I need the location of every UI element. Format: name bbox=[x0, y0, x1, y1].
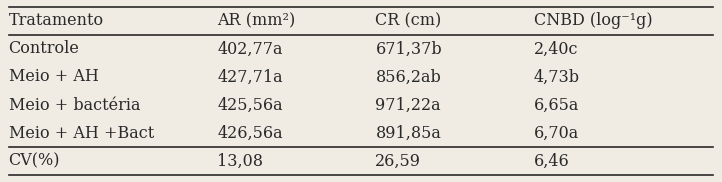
Text: 6,65a: 6,65a bbox=[534, 96, 579, 114]
Text: Meio + AH +Bact: Meio + AH +Bact bbox=[9, 125, 154, 142]
Text: 426,56a: 426,56a bbox=[217, 125, 283, 142]
Text: 402,77a: 402,77a bbox=[217, 40, 282, 57]
Text: 971,22a: 971,22a bbox=[375, 96, 441, 114]
Text: 13,08: 13,08 bbox=[217, 153, 263, 170]
Text: CR (cm): CR (cm) bbox=[375, 12, 442, 29]
Text: 4,73b: 4,73b bbox=[534, 68, 580, 86]
Text: Controle: Controle bbox=[9, 40, 79, 57]
Text: AR (mm²): AR (mm²) bbox=[217, 12, 295, 29]
Text: Tratamento: Tratamento bbox=[9, 12, 104, 29]
Text: 2,40c: 2,40c bbox=[534, 40, 578, 57]
Text: 427,71a: 427,71a bbox=[217, 68, 283, 86]
Text: CNBD (log⁻¹g): CNBD (log⁻¹g) bbox=[534, 12, 652, 29]
Text: 425,56a: 425,56a bbox=[217, 96, 283, 114]
Text: 856,2ab: 856,2ab bbox=[375, 68, 441, 86]
Text: Meio + bactéria: Meio + bactéria bbox=[9, 96, 140, 114]
Text: 6,46: 6,46 bbox=[534, 153, 570, 170]
Text: 671,37b: 671,37b bbox=[375, 40, 442, 57]
Text: 26,59: 26,59 bbox=[375, 153, 422, 170]
Text: Meio + AH: Meio + AH bbox=[9, 68, 98, 86]
Text: 891,85a: 891,85a bbox=[375, 125, 441, 142]
Text: CV(%): CV(%) bbox=[9, 153, 60, 170]
Text: 6,70a: 6,70a bbox=[534, 125, 579, 142]
